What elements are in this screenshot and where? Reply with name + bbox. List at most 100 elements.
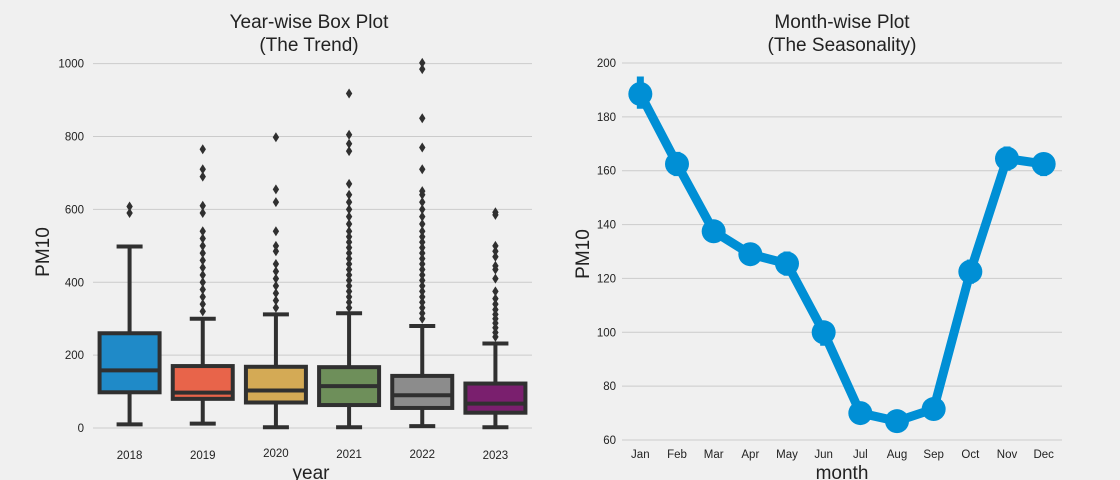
- outlier-point: [199, 226, 206, 237]
- outlier-point: [345, 178, 353, 189]
- outlier-point: [419, 218, 426, 229]
- y-tick-label: 140: [597, 220, 616, 232]
- x-tick-label: 2021: [336, 449, 362, 461]
- outlier-point: [272, 266, 280, 277]
- x-tick-label: Mar: [704, 449, 724, 461]
- outlier-point: [199, 233, 206, 244]
- y-tick-label: 200: [65, 350, 84, 362]
- box: [390, 373, 455, 410]
- outlier-point: [272, 184, 280, 195]
- data-point-Jun: [811, 320, 836, 345]
- outlier-point: [492, 240, 499, 251]
- x-tick-label: 2019: [190, 450, 216, 462]
- box-plot-x-label: year: [293, 463, 331, 480]
- x-tick-label: Jan: [631, 449, 650, 461]
- outlier-point: [199, 255, 206, 266]
- outlier-point: [272, 302, 280, 313]
- month-plot-x-label: month: [816, 463, 869, 480]
- outlier-point: [419, 164, 426, 175]
- outlier-point: [419, 291, 426, 302]
- outlier-point: [492, 251, 499, 262]
- outlier-point: [345, 248, 353, 259]
- outlier-point: [199, 171, 206, 182]
- outlier-point: [419, 142, 426, 153]
- y-tick-label: 60: [603, 435, 616, 447]
- outlier-point: [199, 208, 206, 219]
- outlier-point: [492, 299, 499, 310]
- x-tick-label: 2023: [483, 450, 509, 462]
- y-tick-label: 180: [597, 112, 616, 124]
- x-tick-label: May: [776, 449, 798, 461]
- box: [97, 331, 162, 395]
- data-point-Sep: [921, 397, 946, 422]
- outlier-point: [345, 286, 353, 297]
- outlier-point: [272, 273, 280, 284]
- outlier-point: [345, 138, 353, 149]
- data-point-Oct: [958, 259, 983, 284]
- month-plot-y-ticks: 60 80 100 120 140 160 180 200: [597, 58, 616, 447]
- box-plot-gridlines: [93, 63, 532, 429]
- outlier-point: [345, 264, 353, 275]
- data-point-Jan: [628, 81, 653, 106]
- outlier-point: [345, 189, 353, 200]
- y-tick-label: 120: [597, 273, 616, 285]
- outlier-point: [272, 197, 280, 208]
- data-point-Dec: [1031, 151, 1056, 176]
- outlier-point: [199, 277, 206, 288]
- outlier-point: [272, 226, 280, 237]
- box-plot-x-ticks: 2018 2019 2020 2021 2022 2023: [117, 448, 508, 462]
- x-tick-label: Dec: [1033, 449, 1054, 461]
- outlier-point: [492, 293, 499, 304]
- outlier-point: [345, 146, 353, 157]
- outlier-point: [272, 259, 280, 270]
- outlier-point: [419, 297, 426, 308]
- outlier-point: [199, 262, 206, 273]
- data-point-Nov: [995, 146, 1019, 171]
- outlier-point: [419, 231, 426, 242]
- x-tick-label: Aug: [887, 449, 907, 461]
- outlier-point: [419, 113, 426, 124]
- outlier-point: [419, 269, 426, 280]
- outlier-point: [199, 284, 206, 295]
- month-plot-gridlines: [622, 62, 1062, 441]
- outlier-point: [419, 308, 426, 319]
- outlier-point: [345, 291, 353, 302]
- outlier-point: [492, 286, 499, 297]
- month-plot-marks: [628, 76, 1056, 434]
- outlier-point: [272, 240, 280, 251]
- y-tick-label: 160: [597, 166, 616, 178]
- outlier-point: [126, 208, 133, 219]
- outlier-point: [345, 253, 353, 264]
- outlier-point: [272, 295, 280, 306]
- box: [463, 381, 528, 415]
- outlier-point: [419, 237, 426, 248]
- outlier-point: [126, 201, 133, 212]
- y-tick-label: 100: [597, 327, 616, 339]
- outlier-point: [345, 218, 353, 229]
- outlier-point: [199, 240, 206, 251]
- outlier-point: [345, 280, 353, 291]
- outlier-point: [419, 275, 426, 286]
- x-tick-label: Feb: [667, 449, 687, 461]
- month-plot-title: Month-wise Plot: [774, 12, 910, 33]
- outlier-point: [345, 259, 353, 270]
- box-group-2023: [463, 207, 528, 430]
- box-plot-y-ticks: 0 200 400 600 800 1000: [58, 59, 84, 435]
- x-tick-label: Sep: [923, 449, 943, 461]
- box-group-2020: [243, 132, 308, 430]
- outlier-point: [492, 207, 499, 218]
- box-group-2021: [317, 88, 382, 430]
- outlier-point: [419, 286, 426, 297]
- data-point-Aug: [885, 409, 909, 434]
- outlier-point: [345, 88, 353, 99]
- outlier-point: [419, 57, 426, 68]
- y-tick-label: 800: [65, 132, 84, 144]
- month-plot-y-label: PM10: [573, 229, 594, 279]
- outlier-point: [419, 226, 426, 237]
- outlier-point: [345, 242, 353, 253]
- x-tick-label: 2020: [263, 448, 289, 460]
- outlier-point: [419, 186, 426, 197]
- outlier-point: [492, 273, 499, 284]
- outlier-point: [419, 280, 426, 291]
